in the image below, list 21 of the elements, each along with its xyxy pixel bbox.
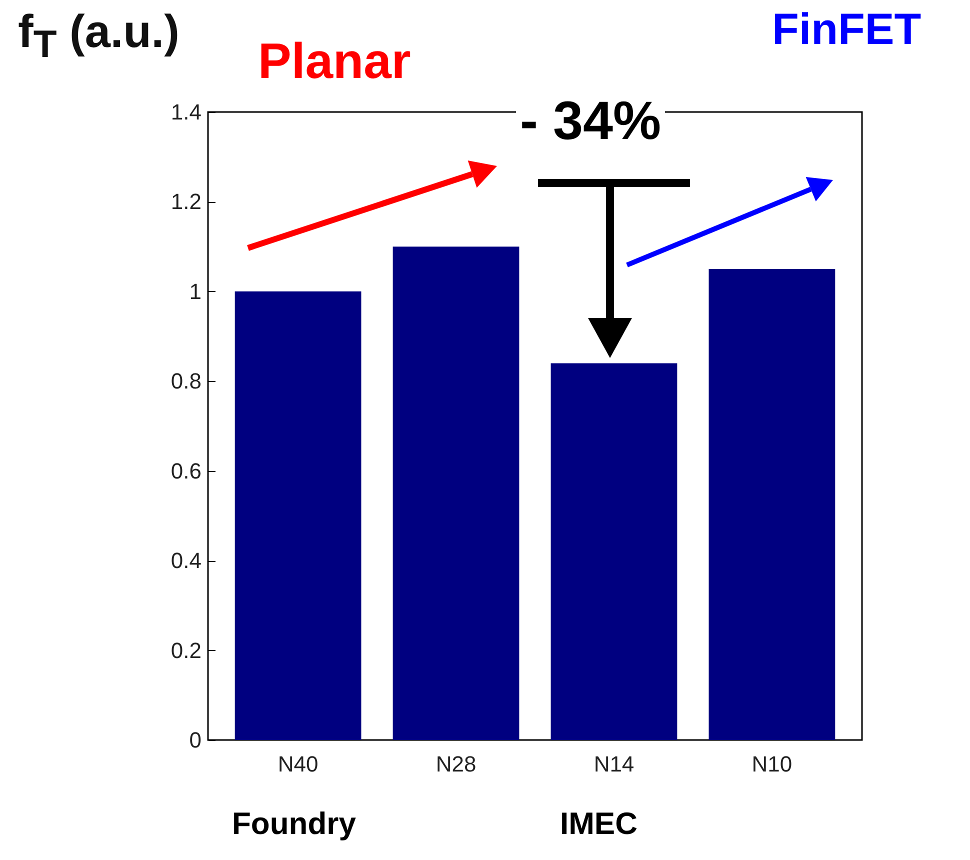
y-tick-label: 1.2	[170, 189, 202, 214]
text: Planar	[258, 33, 411, 89]
x-tick-label: N28	[436, 752, 476, 776]
y-tick-label: 0.8	[170, 368, 202, 394]
x-tick-label: N40	[278, 752, 318, 776]
bar	[708, 269, 836, 740]
y-tick-label: 0	[189, 728, 202, 752]
y-axis-title: f$_{T}$ (a.u.)	[18, 5, 180, 66]
y-tick-label: 1.4	[170, 100, 202, 124]
x-tick-label: N10	[752, 752, 792, 776]
y-tick-label: 0.4	[170, 548, 202, 574]
bar	[234, 291, 362, 740]
y-tick-label: 1	[189, 278, 202, 304]
y-tick-label: 0.6	[170, 458, 202, 484]
text: FinFET	[772, 5, 922, 54]
y-tick-label: 0.2	[170, 638, 202, 663]
x-tick-label: N14	[594, 752, 634, 776]
annotation: - 34%	[516, 91, 666, 151]
text: Foundry	[232, 806, 356, 841]
text: IMEC	[560, 806, 638, 841]
bar	[550, 363, 678, 740]
